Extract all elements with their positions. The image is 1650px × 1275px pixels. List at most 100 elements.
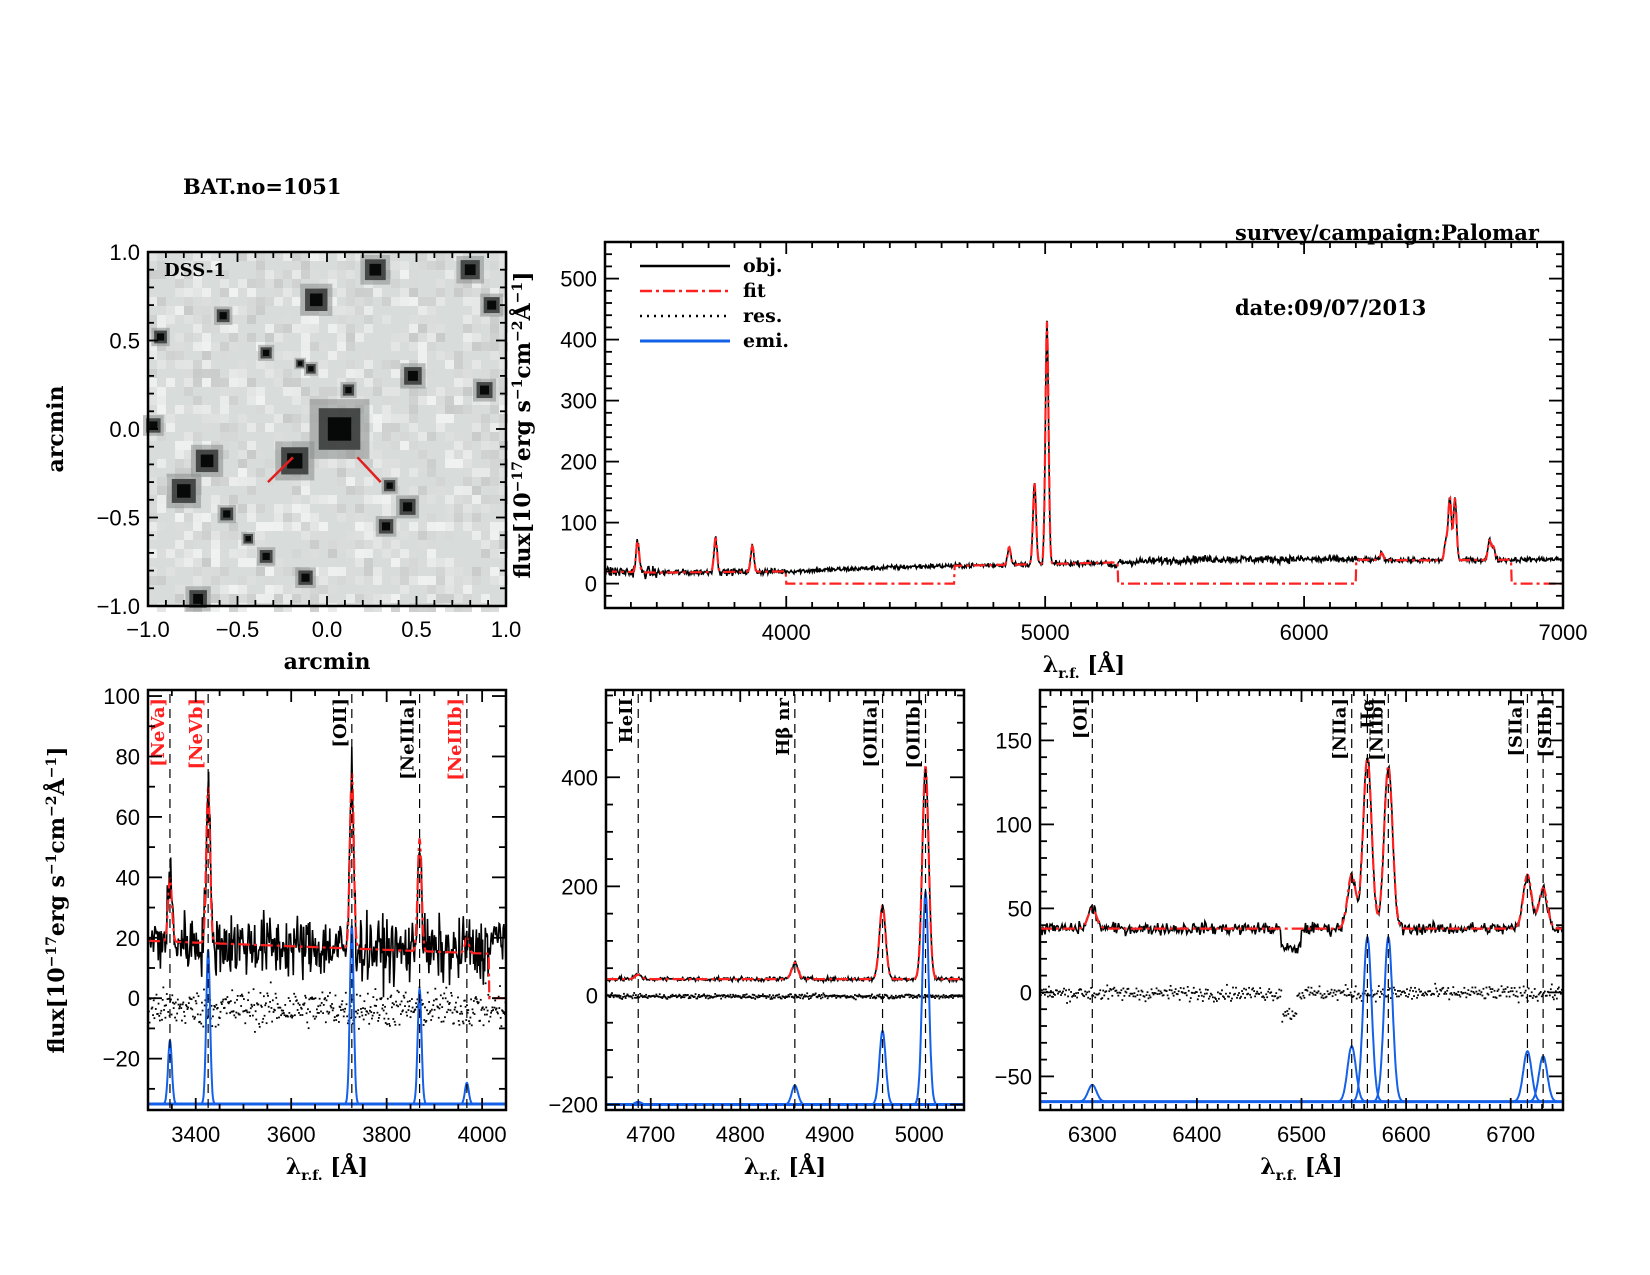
image-pixel [427,495,436,504]
residual-point [377,1020,380,1022]
residual-point [459,1012,461,1015]
residual-point [773,996,776,999]
image-pixel [229,495,238,504]
image-pixel [166,414,175,423]
residual-point [484,982,487,985]
x-tick-label: 6700 [1486,1122,1535,1147]
residual-point [1466,992,1469,995]
residual-point [500,1025,503,1028]
image-pixel [211,252,220,261]
image-pixel [292,423,301,432]
y-tick-label: −20 [103,1047,140,1072]
image-pixel [490,441,499,450]
residual-point [1147,997,1150,1000]
image-pixel [382,495,391,504]
image-pixel [247,576,256,585]
image-pixel [202,513,211,522]
image-pixel [454,288,463,297]
residual-point [1172,994,1175,997]
residual-point [483,1008,486,1011]
residual-point [1480,991,1483,994]
image-pixel [409,315,418,324]
residual-point [738,995,741,998]
residual-point [257,1003,260,1006]
image-pixel [364,558,373,567]
residual-point [802,995,805,998]
chart-zoom-hbeta: HeII Hβ nr [OIIIa] [OIIIb]4700 4800 4900 5000−… [548,688,966,1184]
x-axis-label: λr.f. [Å] [1260,1153,1342,1184]
residual-point [1290,1018,1293,1020]
image-pixel [490,576,499,585]
residual-point [449,1009,452,1012]
residual-point [442,1020,445,1023]
image-pixel [490,522,499,531]
image-pixel [301,423,310,432]
residual-point [240,993,243,996]
image-pixel [472,432,481,441]
residual-point [262,1017,265,1020]
image-pixel [427,369,436,378]
residual-point [1531,997,1534,999]
y-tick-label: 400 [560,328,597,353]
residual-point [274,992,277,995]
image-pixel [400,261,409,270]
residual-point [1384,995,1387,998]
residual-point [339,1006,342,1009]
residual-point [819,997,822,1000]
line-label: Hβ nr [773,697,794,755]
residual-point [1244,996,1246,999]
image-pixel [292,504,301,513]
image-pixel [481,522,490,531]
image-pixel [427,585,436,594]
residual-point [1358,996,1361,999]
image-pixel [283,567,292,576]
residual-point [1512,993,1515,996]
image-pixel [247,504,256,513]
image-pixel [184,315,193,324]
residual-point [425,1019,428,1022]
residual-point [1083,995,1086,998]
residual-point [897,995,900,998]
residual-point [808,995,811,997]
residual-point [452,1022,455,1025]
image-pixel [328,297,337,306]
residual-point [397,991,400,994]
residual-point [1521,994,1524,997]
image-pixel [274,279,283,288]
residual-point [1309,991,1312,994]
image-pixel [211,540,220,549]
image-pixel [373,576,382,585]
image-pixel [193,315,202,324]
residual-point [1212,1000,1215,1003]
residual-point [724,996,727,999]
residual-point [797,996,800,999]
image-pixel [310,495,319,504]
image-pixel [202,333,211,342]
y-tick-label: 0 [1020,980,1032,1005]
image-pixel [310,585,319,594]
residual-point [1149,996,1152,999]
image-pixel [481,315,490,324]
residual-point [1434,982,1437,985]
residual-point [1497,988,1500,991]
residual-point [1502,988,1505,991]
image-pixel [220,405,229,414]
image-pixel [247,486,256,495]
image-pixel [481,414,490,423]
x-axis-label: λr.f. [Å] [286,1153,368,1184]
residual-point [1525,996,1528,999]
image-pixel [193,279,202,288]
residual-point [456,1011,459,1014]
image-pixel [265,522,274,531]
residual-point [757,994,760,997]
residual-point [645,993,648,996]
residual-point [1536,999,1539,1002]
residual-point [1461,992,1464,995]
residual-point [1250,996,1253,999]
residual-point [621,998,624,1000]
image-pixel [193,270,202,279]
residual-point [1202,995,1205,998]
image-pixel [346,486,355,495]
image-pixel [220,585,229,594]
image-pixel [481,495,490,504]
